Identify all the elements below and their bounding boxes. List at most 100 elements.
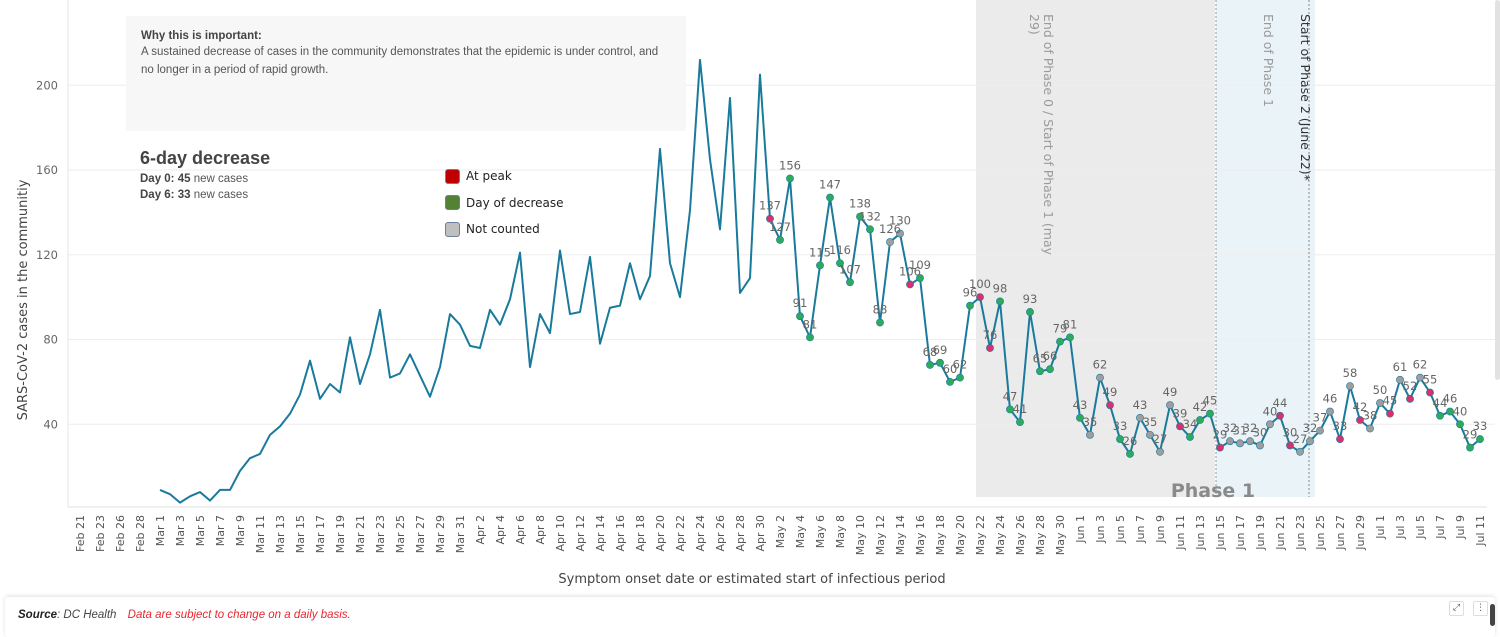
data-label: 62 [1093,358,1108,372]
data-label: 60 [943,362,958,376]
y-tick-label: 200 [36,78,58,92]
marker-notcounted [1246,437,1254,446]
legend-swatch-decrease [445,195,460,211]
data-label: 35 [1083,415,1098,429]
phase2-start-label: Start of Phase 2 (June 22)* [1298,14,1313,181]
data-label: 31 [1233,423,1248,437]
x-tick-label: Mar 29 [434,515,447,553]
data-label: 137 [759,199,781,213]
data-label: 109 [909,258,931,272]
more-options-button[interactable]: ⋮ [1473,601,1488,616]
marker-decrease [936,358,944,367]
phase1-label: Phase 1 [1171,480,1255,502]
data-label: 58 [1343,366,1358,380]
marker-peak [986,344,994,352]
x-tick-label: Mar 3 [174,515,187,546]
marker-notcounted [1306,437,1314,446]
phase-band-2 [1216,0,1315,497]
data-label: 47 [1003,389,1018,403]
day0-value: 45 [177,173,191,185]
marker-decrease [1446,407,1454,416]
marker-decrease [1476,435,1484,443]
x-tick-label: Apr 24 [694,515,707,552]
x-tick-label: Jul 11 [1474,515,1487,547]
data-label: 33 [1473,419,1488,433]
marker-notcounted [1416,373,1424,382]
legend-item-decrease: Day of decrease [445,190,564,217]
data-label: 50 [1373,383,1388,397]
marker-decrease [1466,443,1474,452]
data-label: 27 [1293,432,1308,446]
data-label: 41 [1013,402,1028,416]
x-tick-label: May 28 [1034,515,1047,555]
data-label: 156 [779,158,801,172]
x-tick-label: May 22 [974,515,987,555]
data-label: 115 [809,245,831,259]
x-tick-label: Jun 11 [1174,515,1187,551]
data-label: 49 [1103,385,1118,399]
data-label: 147 [819,178,841,192]
scrollbar-track[interactable] [1495,0,1500,380]
x-tick-label: Jun 7 [1134,515,1147,544]
x-tick-label: Apr 28 [734,515,747,552]
x-tick-label: Feb 23 [94,515,107,552]
x-tick-label: Apr 14 [594,515,607,552]
x-tick-label: Mar 5 [194,515,207,546]
day6-value: 33 [177,189,191,201]
marker-peak [1276,411,1284,420]
y-tick-label: 160 [36,163,58,177]
marker-decrease [1076,413,1084,422]
data-label: 27 [1153,432,1168,446]
x-tick-label: Apr 26 [714,515,727,552]
data-label: 65 [1033,351,1048,365]
phase-bands [976,0,1315,497]
data-label: 32 [1243,421,1258,435]
x-tick-label: Jul 1 [1374,515,1387,540]
data-label: 81 [1063,317,1078,331]
x-tick-label: Jun 9 [1154,515,1167,544]
x-tick-label: Apr 2 [474,515,487,545]
marker-notcounted [1266,420,1274,429]
marker-notcounted [1146,430,1154,439]
x-tick-label: May 26 [1014,515,1027,555]
marker-decrease [1066,333,1074,342]
data-label: 45 [1203,394,1218,408]
marker-notcounted [1166,401,1174,410]
x-tick-label: Jun 5 [1114,515,1127,544]
x-tick-label: May 18 [934,515,947,555]
marker-decrease [926,361,934,369]
marker-decrease [1056,337,1064,346]
cases-chart: 40 80 120 160 200 Feb 21 Feb 23 Feb 26 Feb 28 Ma… [16,0,1495,587]
marker-notcounted [1156,447,1164,456]
marker-decrease [846,278,854,287]
x-tick-label: Jun 23 [1294,515,1307,551]
data-label: 49 [1163,385,1178,399]
data-label: 44 [1433,396,1448,410]
x-tick-label: Jun 21 [1274,515,1287,551]
marker-notcounted [1326,407,1334,416]
data-label: 30 [1253,425,1268,439]
data-label: 130 [889,214,911,228]
x-tick-label: Apr 30 [754,515,767,552]
x-tick-label: May 4 [794,515,807,548]
marker-decrease [826,193,834,202]
expand-button[interactable]: ⤢ [1449,601,1464,616]
data-label: 32 [1303,421,1318,435]
data-label: 66 [1043,349,1058,363]
marker-decrease [876,318,884,327]
marker-peak [1406,394,1414,403]
x-tick-label: Jun 3 [1094,515,1107,544]
scrollbar-thumb[interactable] [1490,604,1495,626]
phase1-end-label: End of Phase 1 [1261,14,1276,107]
y-tick-label: 120 [36,248,58,262]
data-label: 29 [1463,428,1478,442]
y-tick-label: 80 [43,333,58,347]
data-label: 45 [1383,394,1398,408]
data-label: 68 [923,345,938,359]
marker-decrease [816,261,824,270]
x-axis: Feb 21 Feb 23 Feb 26 Feb 28 Mar 1 Mar 3 Mar 5 M… [74,515,1487,555]
data-label: 46 [1323,392,1338,406]
data-label: 106 [899,264,921,278]
x-tick-label: Jun 17 [1234,515,1247,551]
marker-decrease [796,312,804,321]
